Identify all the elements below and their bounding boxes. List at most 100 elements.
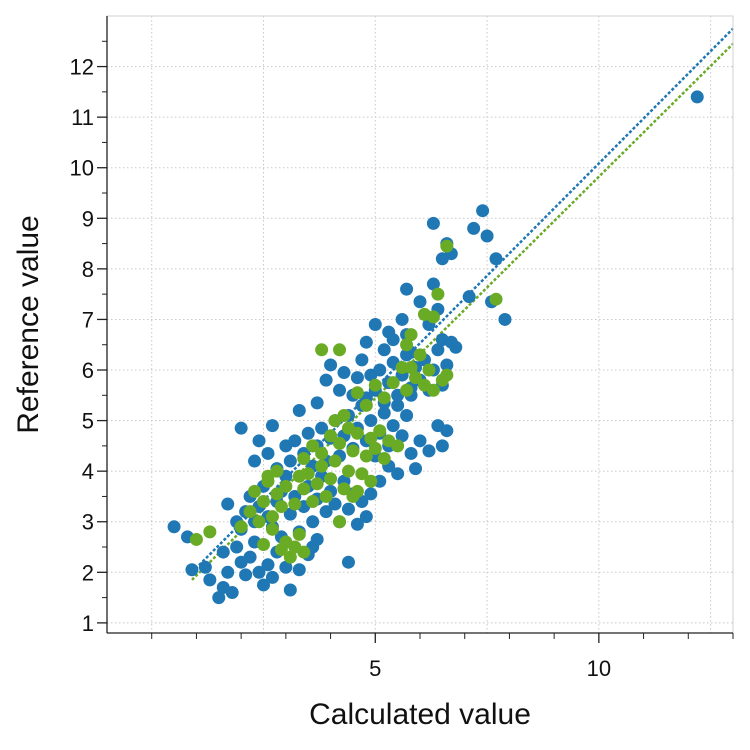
data-point — [350, 517, 364, 531]
data-point — [328, 497, 342, 511]
data-point — [324, 358, 338, 372]
data-point — [270, 487, 284, 501]
data-point — [189, 532, 203, 546]
data-point — [337, 482, 351, 496]
data-point — [274, 500, 288, 514]
data-point — [297, 482, 311, 496]
y-tick-label: 1 — [82, 611, 94, 636]
data-point — [426, 310, 440, 324]
data-point — [395, 312, 409, 326]
data-point — [391, 439, 405, 453]
data-point — [435, 439, 449, 453]
data-point — [265, 570, 279, 584]
data-point — [337, 366, 351, 380]
data-point — [310, 477, 324, 491]
data-point — [297, 545, 311, 559]
data-point — [476, 204, 490, 218]
data-point — [350, 484, 364, 498]
data-point — [324, 429, 338, 443]
data-point — [333, 383, 347, 397]
data-point — [426, 383, 440, 397]
data-point — [377, 343, 391, 357]
data-point — [462, 290, 476, 304]
data-point — [480, 229, 494, 243]
data-point — [265, 419, 279, 433]
data-point — [359, 335, 373, 349]
data-point — [306, 515, 320, 529]
data-point — [319, 489, 333, 503]
data-point — [377, 406, 391, 420]
data-point — [489, 292, 503, 306]
data-point — [310, 532, 324, 546]
y-tick-label: 6 — [82, 358, 94, 383]
data-point — [364, 487, 378, 501]
data-point — [426, 216, 440, 230]
data-point — [404, 360, 418, 374]
y-axis-title: Reference value — [12, 215, 45, 433]
data-point — [310, 396, 324, 410]
data-point — [288, 434, 302, 448]
data-point — [341, 421, 355, 435]
data-point — [261, 446, 275, 460]
data-point — [270, 464, 284, 478]
data-point — [333, 515, 347, 529]
data-point — [395, 429, 409, 443]
data-point — [283, 507, 297, 521]
data-point — [185, 563, 199, 577]
data-point — [373, 424, 387, 438]
y-tick-label: 10 — [70, 156, 94, 181]
data-point — [257, 578, 270, 592]
data-point — [283, 583, 297, 597]
data-point — [337, 409, 351, 423]
data-point — [341, 502, 355, 516]
y-tick-label: 3 — [82, 510, 94, 535]
data-point — [422, 363, 436, 377]
data-point — [440, 358, 454, 372]
data-point — [404, 328, 418, 342]
data-point — [221, 565, 235, 579]
data-point — [315, 446, 329, 460]
data-point — [319, 505, 333, 519]
data-points — [167, 90, 704, 605]
data-point — [288, 497, 302, 511]
data-point — [234, 520, 248, 534]
data-point — [386, 419, 400, 433]
y-tick-label: 8 — [82, 257, 94, 282]
data-point — [498, 312, 512, 326]
data-point — [413, 434, 427, 448]
data-point — [252, 565, 266, 579]
data-point — [230, 540, 244, 554]
y-tick-label: 4 — [82, 459, 94, 484]
data-point — [283, 550, 297, 564]
data-point — [315, 459, 329, 473]
data-point — [368, 318, 382, 331]
data-point — [198, 560, 212, 574]
data-point — [373, 474, 387, 488]
tick-labels: 5 10 1 2 3 4 5 6 7 8 9 10 11 12 — [70, 55, 612, 681]
y-tick-label: 12 — [70, 55, 94, 80]
data-point — [297, 452, 311, 466]
y-tick-label: 11 — [71, 105, 94, 130]
data-point — [364, 474, 378, 488]
data-point — [440, 424, 454, 438]
data-point — [257, 537, 270, 551]
y-tick-label: 9 — [82, 206, 94, 231]
data-point — [333, 343, 347, 357]
data-point — [400, 383, 414, 397]
data-point — [400, 338, 414, 352]
data-point — [315, 421, 329, 435]
data-point — [341, 555, 355, 569]
data-point — [373, 363, 387, 377]
data-point — [279, 479, 293, 493]
axes — [97, 15, 734, 643]
x-tick-label: 5 — [369, 656, 381, 681]
data-point — [265, 510, 279, 524]
data-point — [221, 497, 235, 511]
data-point — [355, 467, 369, 481]
data-point — [341, 464, 355, 478]
data-point — [409, 371, 423, 385]
data-point — [386, 333, 400, 347]
data-point — [306, 439, 320, 453]
data-point — [167, 520, 181, 534]
